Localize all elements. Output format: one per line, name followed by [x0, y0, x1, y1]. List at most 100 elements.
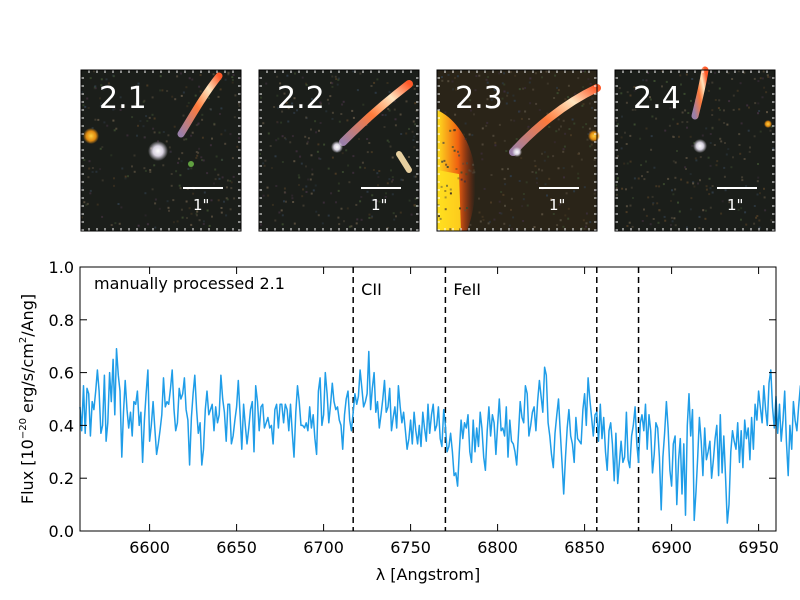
noise-pixel	[167, 134, 170, 137]
noise-pixel	[229, 208, 232, 211]
noise-pixel	[399, 211, 402, 214]
noise-pixel	[580, 227, 583, 230]
noise-pixel	[162, 164, 165, 167]
noise-pixel	[277, 106, 280, 109]
noise-pixel	[224, 129, 227, 132]
noise-pixel	[317, 214, 320, 217]
noise-pixel	[557, 89, 560, 92]
noise-pixel	[590, 143, 593, 146]
noise-pixel	[345, 149, 348, 152]
noise-pixel	[371, 215, 374, 218]
noise-pixel	[505, 150, 508, 153]
noise-pixel	[675, 100, 678, 103]
noise-pixel	[616, 178, 619, 181]
noise-pixel	[757, 112, 759, 115]
noise-pixel	[168, 209, 170, 212]
noise-pixel	[560, 125, 562, 128]
green-source	[188, 161, 194, 167]
noise-pixel	[346, 207, 349, 210]
noise-pixel	[146, 223, 149, 226]
noise-pixel	[137, 224, 140, 227]
white-galaxy	[331, 141, 343, 153]
noise-pixel	[719, 109, 721, 111]
noise-pixel	[151, 188, 154, 191]
noise-pixel	[100, 102, 103, 105]
noise-pixel	[340, 207, 343, 210]
noise-pixel	[565, 192, 568, 195]
noise-pixel	[716, 160, 719, 163]
noise-pixel	[301, 76, 304, 79]
noise-pixel	[469, 99, 472, 102]
noise-pixel	[625, 211, 628, 214]
noise-pixel	[513, 99, 516, 102]
noise-pixel	[548, 125, 551, 128]
noise-pixel	[114, 222, 117, 225]
noise-pixel	[459, 207, 461, 210]
noise-pixel	[559, 219, 562, 222]
orange-source	[83, 128, 99, 144]
noise-pixel	[225, 197, 228, 200]
noise-pixel	[197, 122, 200, 125]
noise-pixel	[378, 170, 381, 172]
noise-pixel	[231, 79, 234, 81]
noise-pixel	[229, 179, 232, 182]
noise-pixel	[732, 108, 735, 111]
noise-pixel	[275, 185, 278, 187]
noise-pixel	[652, 218, 655, 220]
noise-pixel	[697, 182, 699, 185]
noise-pixel	[341, 103, 344, 106]
noise-pixel	[120, 105, 123, 108]
noise-pixel	[522, 87, 525, 90]
noise-pixel	[94, 85, 97, 88]
noise-pixel	[759, 130, 762, 133]
noise-pixel	[331, 117, 334, 120]
noise-pixel	[483, 187, 486, 190]
noise-pixel	[100, 78, 103, 81]
noise-pixel	[745, 223, 748, 226]
noise-pixel	[558, 203, 561, 206]
noise-pixel	[732, 94, 735, 97]
noise-pixel	[414, 102, 417, 105]
noise-pixel	[376, 172, 379, 175]
noise-pixel	[190, 223, 193, 226]
noise-pixel	[386, 82, 389, 84]
noise-pixel	[294, 72, 296, 75]
noise-pixel	[624, 131, 626, 134]
noise-pixel	[469, 170, 472, 173]
y-tick-label: 0.0	[49, 522, 74, 541]
y-tick-label: 0.8	[49, 311, 74, 330]
noise-pixel	[452, 88, 455, 91]
noise-pixel	[677, 201, 679, 204]
noise-pixel	[671, 189, 673, 192]
noise-pixel	[408, 156, 410, 158]
noise-pixel	[701, 134, 704, 137]
noise-pixel	[199, 90, 202, 93]
noise-pixel	[282, 105, 285, 108]
noise-pixel	[443, 159, 446, 162]
noise-pixel	[154, 226, 157, 229]
noise-pixel	[293, 160, 296, 163]
noise-pixel	[233, 116, 236, 119]
noise-pixel	[766, 111, 768, 114]
noise-pixel	[757, 102, 760, 105]
noise-pixel	[643, 178, 646, 181]
noise-pixel	[643, 208, 645, 211]
noise-pixel	[148, 116, 151, 119]
y-tick-label: 0.4	[49, 416, 74, 435]
noise-pixel	[280, 209, 283, 212]
noise-pixel	[667, 177, 670, 180]
noise-pixel	[640, 164, 643, 167]
noise-pixel	[444, 190, 447, 192]
noise-pixel	[758, 226, 761, 229]
noise-pixel	[673, 136, 675, 138]
noise-pixel	[291, 194, 294, 197]
noise-pixel	[304, 135, 307, 138]
noise-pixel	[680, 83, 682, 86]
noise-pixel	[620, 136, 623, 139]
noise-pixel	[348, 181, 351, 184]
noise-pixel	[259, 223, 262, 226]
noise-pixel	[649, 96, 651, 99]
noise-pixel	[338, 223, 341, 226]
noise-pixel	[756, 215, 759, 217]
noise-pixel	[727, 72, 730, 75]
